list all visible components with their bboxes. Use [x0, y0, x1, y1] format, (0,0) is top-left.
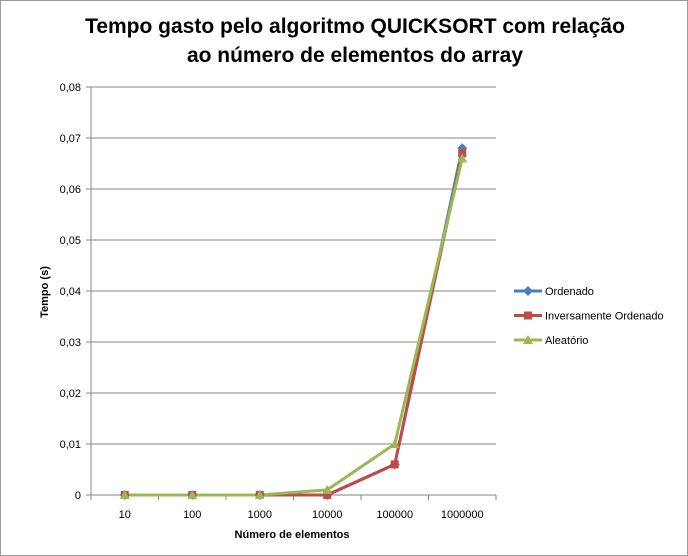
y-tick-label: 0,08 — [60, 82, 81, 94]
legend: Ordenado Inversamente Ordenado Aleatório — [514, 286, 664, 347]
x-axis-label: Número de elementos — [235, 529, 350, 541]
x-tick-label: 10 — [119, 509, 131, 521]
legend-swatch-marker — [523, 335, 533, 344]
series-1-point — [323, 491, 332, 499]
y-tick-label: 0,04 — [60, 286, 81, 298]
series-markers — [119, 143, 468, 500]
y-tick-label: 0,03 — [60, 337, 81, 349]
x-tick-label: 1000000 — [441, 509, 484, 521]
series-2-point — [322, 484, 333, 494]
y-tick-label: 0,06 — [60, 184, 81, 196]
chart-title: Tempo gasto pelo algoritmo QUICKSORT com… — [60, 12, 650, 70]
series-1-point — [458, 149, 467, 158]
x-tick-label: 100000 — [376, 509, 413, 521]
series-2-point — [457, 153, 468, 163]
axes — [90, 87, 497, 500]
y-tick-labels: 0 0,01 0,02 0,03 0,04 0,05 0,06 0,07 0,08 — [60, 82, 81, 502]
x-tick-label: 1000 — [248, 509, 272, 521]
series-2-point — [119, 490, 130, 499]
chart-title-line-2: ao número de elementos do array — [186, 44, 524, 67]
series-1-point — [390, 460, 399, 469]
y-tick-label: 0,02 — [60, 388, 81, 400]
series-2-point — [254, 490, 265, 499]
y-tick-label: 0,05 — [60, 235, 81, 247]
series-line-2 — [124, 158, 464, 497]
x-tick-label: 10000 — [312, 509, 343, 521]
series-2-point — [187, 490, 198, 499]
y-tick-label: 0,01 — [60, 439, 81, 451]
y-axis-label: Tempo (s) — [39, 266, 51, 318]
x-tick-labels: 10 100 1000 10000 100000 1000000 — [119, 509, 484, 521]
legend-swatch-marker — [523, 286, 533, 296]
y-tick-label: 0 — [75, 490, 81, 502]
chart-title-line-1: Tempo gasto pelo algoritmo QUICKSORT com… — [85, 15, 625, 38]
legend-entry-label: Inversamente Ordenado — [545, 311, 664, 323]
legend-entry-label: Aleatório — [545, 335, 588, 347]
gridlines — [86, 86, 496, 496]
x-tick-label: 100 — [183, 509, 201, 521]
legend-swatch-marker — [524, 311, 532, 320]
series-2-point — [389, 439, 400, 448]
legend-entry-label: Ordenado — [545, 286, 594, 298]
series-lines — [124, 147, 464, 497]
series-line-0 — [124, 147, 464, 497]
y-tick-label: 0,07 — [60, 133, 81, 145]
